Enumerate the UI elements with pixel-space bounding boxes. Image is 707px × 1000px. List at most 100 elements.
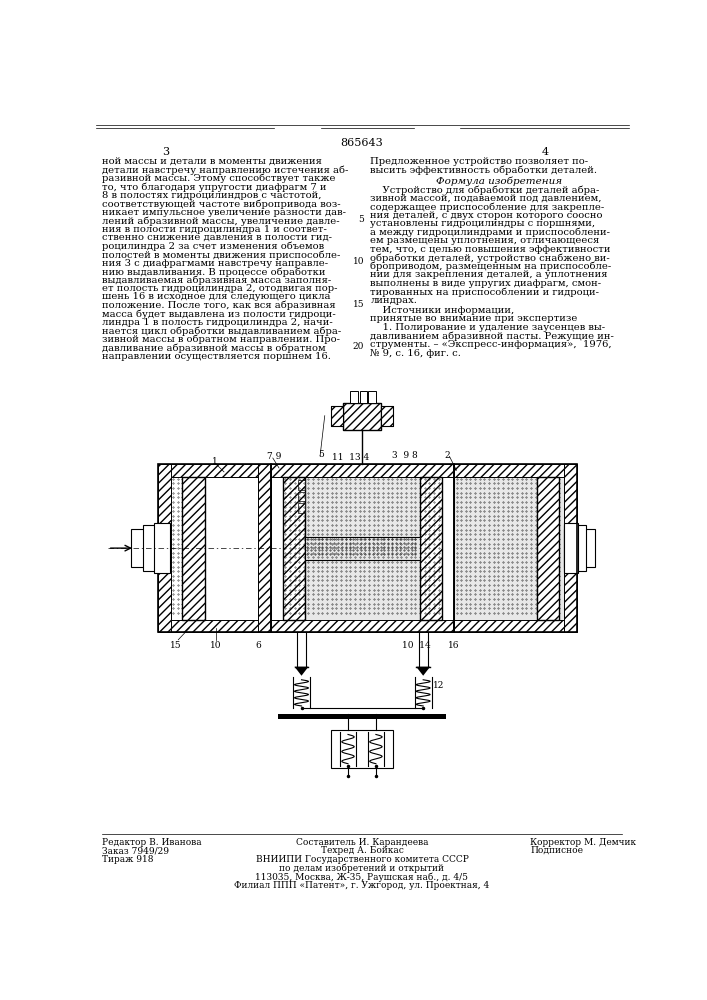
Text: броприводом, размещенным на приспособле-: броприводом, размещенным на приспособле- <box>370 262 612 271</box>
Text: зивной массой, подаваемой под давлением,: зивной массой, подаваемой под давлением, <box>370 194 602 203</box>
Text: 8 в полостях гидроцилиндров с частотой,: 8 в полостях гидроцилиндров с частотой, <box>102 191 321 200</box>
Text: направлении осуществляется поршнем 16.: направлении осуществляется поршнем 16. <box>102 352 330 361</box>
Text: 5: 5 <box>358 215 364 224</box>
Bar <box>360 391 368 403</box>
Text: 11  13 4: 11 13 4 <box>332 453 370 462</box>
Bar <box>271 620 454 632</box>
Text: 2: 2 <box>445 451 450 460</box>
Text: линдрах.: линдрах. <box>370 296 417 305</box>
Bar <box>158 464 271 477</box>
Bar <box>343 403 381 430</box>
Polygon shape <box>416 667 430 676</box>
Text: нию выдавливания. В процессе обработки: нию выдавливания. В процессе обработки <box>102 267 325 277</box>
Bar <box>564 464 577 632</box>
Bar <box>258 464 271 632</box>
Text: Предложенное устройство позволяет по-: Предложенное устройство позволяет по- <box>370 157 589 166</box>
Bar <box>537 477 559 620</box>
Bar <box>131 529 170 567</box>
Text: установлены гидроцилиндры с поршнями,: установлены гидроцилиндры с поршнями, <box>370 219 595 228</box>
Text: ния деталей, с двух сторон которого соосно: ния деталей, с двух сторон которого соос… <box>370 211 603 220</box>
Bar <box>182 477 206 620</box>
Text: ет полость гидроцилиндра 2, отодвигая пор-: ет полость гидроцилиндра 2, отодвигая по… <box>102 284 337 293</box>
Text: никает импульсное увеличение разности дав-: никает импульсное увеличение разности да… <box>102 208 346 217</box>
Text: 3  9 8: 3 9 8 <box>392 451 418 460</box>
Text: 113035, Москва, Ж-35, Раушская наб., д. 4/5: 113035, Москва, Ж-35, Раушская наб., д. … <box>255 872 469 882</box>
Polygon shape <box>295 667 308 676</box>
Text: Источники информации,: Источники информации, <box>370 306 515 315</box>
Text: шень 16 в исходное для следующего цикла: шень 16 в исходное для следующего цикла <box>102 292 330 301</box>
Bar <box>298 480 305 490</box>
Text: давливание абразивной массы в обратном: давливание абразивной массы в обратном <box>102 343 325 353</box>
Text: нается цикл обработки выдавливанием абра-: нается цикл обработки выдавливанием абра… <box>102 326 341 336</box>
Bar <box>283 477 305 620</box>
Text: 16: 16 <box>448 641 460 650</box>
Text: 10: 10 <box>353 257 364 266</box>
Text: 15: 15 <box>170 641 182 650</box>
Text: выдавливаемая абразивная масса заполня-: выдавливаемая абразивная масса заполня- <box>102 276 331 285</box>
Bar <box>170 477 258 620</box>
Text: 6: 6 <box>255 641 261 650</box>
Bar <box>154 523 170 573</box>
Text: 10  14: 10 14 <box>402 641 431 650</box>
Bar <box>564 523 578 573</box>
Text: 3: 3 <box>163 147 170 157</box>
Text: Филиал ППП «Патент», г. Ужгород, ул. Проектная, 4: Филиал ППП «Патент», г. Ужгород, ул. Про… <box>234 881 489 890</box>
Bar <box>331 406 343 426</box>
Text: ВНИИПИ Государственного комитета СССР: ВНИИПИ Государственного комитета СССР <box>255 855 469 864</box>
Bar <box>331 406 343 426</box>
Text: Составитель И. Карандеева: Составитель И. Карандеева <box>296 838 428 847</box>
Bar <box>298 492 305 501</box>
Bar <box>420 477 442 620</box>
Text: линдра 1 в полость гидроцилиндра 2, начи-: линдра 1 в полость гидроцилиндра 2, начи… <box>102 318 332 327</box>
Text: то, что благодаря упругости диафрагм 7 и: то, что благодаря упругости диафрагм 7 и <box>102 182 326 192</box>
Bar <box>351 391 358 403</box>
Bar <box>381 406 393 426</box>
Text: струменты. – «Экспресс-информация»,  1976,: струменты. – «Экспресс-информация», 1976… <box>370 340 612 349</box>
Text: Тираж 918: Тираж 918 <box>103 855 154 864</box>
Bar <box>158 620 271 632</box>
Bar <box>170 477 188 620</box>
Text: 1. Полирование и удаление заусенцев вы-: 1. Полирование и удаление заусенцев вы- <box>370 323 606 332</box>
Bar <box>271 464 454 477</box>
Bar <box>158 464 170 632</box>
Bar <box>454 477 564 620</box>
Text: Устройство для обработки деталей абра-: Устройство для обработки деталей абра- <box>370 185 600 195</box>
Bar <box>368 391 376 403</box>
Text: обработки деталей, устройство снабжено ви-: обработки деталей, устройство снабжено в… <box>370 253 610 263</box>
Text: 15: 15 <box>353 300 364 309</box>
Text: масса будет выдавлена из полости гидроци-: масса будет выдавлена из полости гидроци… <box>102 309 335 319</box>
Text: тированных на приспособлении и гидроци-: тированных на приспособлении и гидроци- <box>370 287 600 297</box>
Text: по делам изобретений и открытий: по делам изобретений и открытий <box>279 864 445 873</box>
Text: принятые во внимание при экспертизе: принятые во внимание при экспертизе <box>370 314 578 323</box>
Text: полостей в моменты движения приспособле-: полостей в моменты движения приспособле- <box>102 250 340 260</box>
Text: ния в полости гидроцилиндра 1 и соответ-: ния в полости гидроцилиндра 1 и соответ- <box>102 225 327 234</box>
Text: тем, что, с целью повышения эффективности: тем, что, с целью повышения эффективност… <box>370 245 611 254</box>
Text: лений абразивной массы, увеличение давле-: лений абразивной массы, увеличение давле… <box>102 216 339 226</box>
Text: ем размещены уплотнения, отличающееся: ем размещены уплотнения, отличающееся <box>370 236 600 245</box>
Bar <box>283 477 305 620</box>
Text: 4: 4 <box>542 147 549 157</box>
Text: зивной массы в обратном направлении. Про-: зивной массы в обратном направлении. Про… <box>102 335 339 344</box>
Bar <box>271 464 454 632</box>
Text: содержащее приспособление для закрепле-: содержащее приспособление для закрепле- <box>370 202 604 212</box>
Text: Подписное: Подписное <box>530 846 583 855</box>
Bar <box>381 406 393 426</box>
Text: нии для закрепления деталей, а уплотнения: нии для закрепления деталей, а уплотнени… <box>370 270 608 279</box>
Text: 865643: 865643 <box>341 138 383 148</box>
Bar <box>564 529 595 567</box>
Text: ной массы и детали в моменты движения: ной массы и детали в моменты движения <box>102 157 322 166</box>
Text: Редактор В. Иванова: Редактор В. Иванова <box>103 838 202 847</box>
Bar <box>279 714 446 719</box>
Bar <box>158 464 271 632</box>
Bar <box>182 477 206 620</box>
Text: Техред А. Бойкас: Техред А. Бойкас <box>320 846 404 855</box>
Bar <box>454 464 577 632</box>
Bar <box>331 730 393 768</box>
Bar <box>305 537 420 560</box>
Text: Корректор М. Демчик: Корректор М. Демчик <box>530 838 636 847</box>
Bar <box>564 525 586 571</box>
Bar <box>454 620 564 632</box>
Bar <box>454 464 564 477</box>
Text: Заказ 7949/29: Заказ 7949/29 <box>103 846 169 855</box>
Bar <box>343 403 381 430</box>
